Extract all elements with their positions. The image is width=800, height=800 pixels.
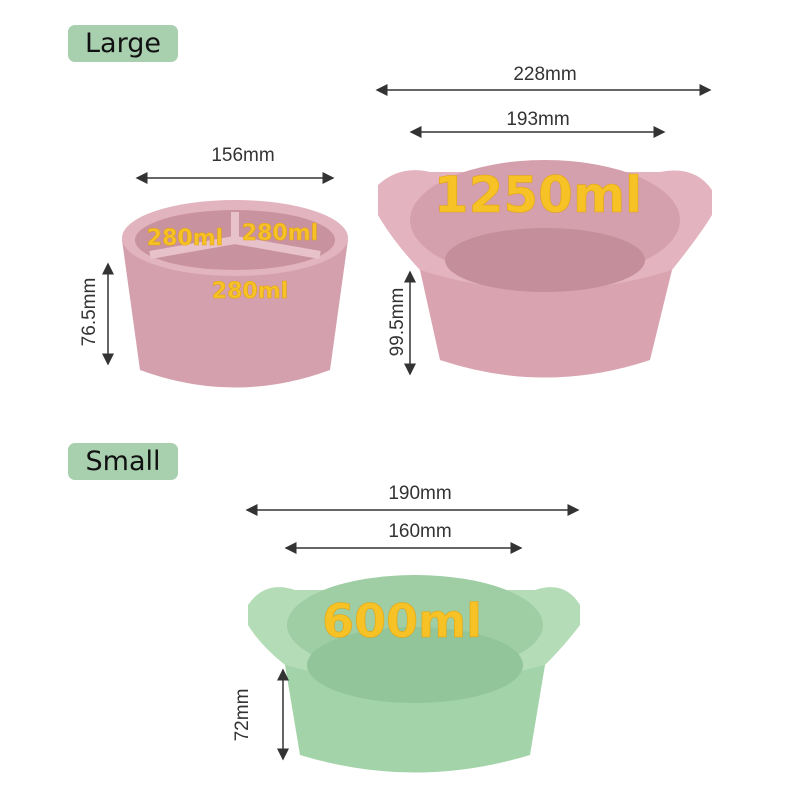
divided-height: 76.5mm bbox=[79, 278, 100, 347]
compartment-3: 280ml bbox=[212, 279, 288, 304]
small-capacity: 600ml bbox=[322, 594, 482, 648]
compartment-1: 280ml bbox=[147, 226, 223, 251]
small-tag: Small bbox=[68, 443, 178, 480]
colander-outer-width: 228mm bbox=[513, 64, 576, 85]
colander bbox=[378, 160, 712, 378]
divided-width: 156mm bbox=[211, 145, 274, 166]
large-tag: Large bbox=[68, 25, 178, 62]
small-bowl bbox=[248, 575, 580, 773]
divided-bowl bbox=[122, 200, 348, 388]
compartment-2: 280ml bbox=[242, 221, 318, 246]
small-height: 72mm bbox=[232, 689, 253, 742]
colander-height: 99.5mm bbox=[387, 288, 408, 357]
colander-inner-width: 193mm bbox=[506, 109, 569, 130]
small-outer-width: 190mm bbox=[388, 483, 451, 504]
colander-capacity: 1250ml bbox=[434, 166, 642, 224]
small-inner-width: 160mm bbox=[388, 521, 451, 542]
